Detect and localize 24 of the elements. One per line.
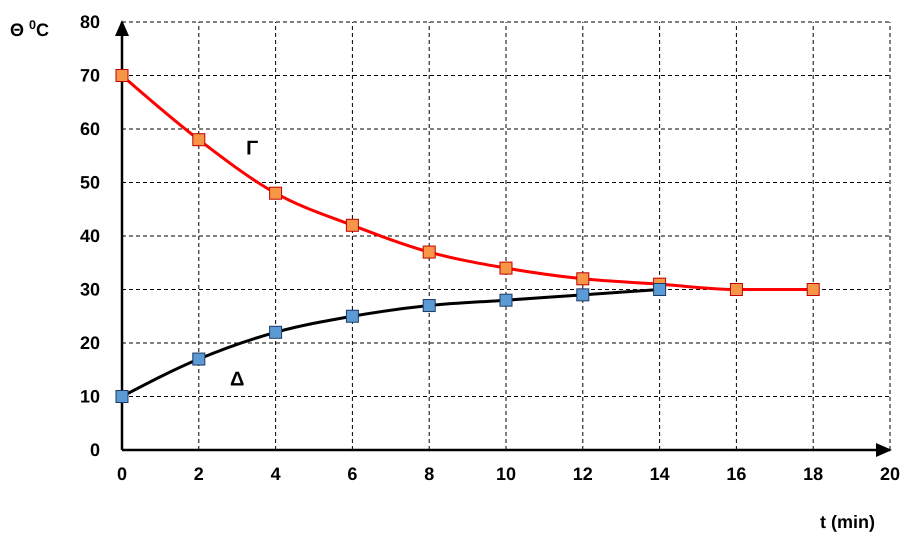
x-tick-label: 14 (650, 464, 670, 484)
y-tick-label: 80 (80, 12, 100, 32)
series-label: Γ (246, 137, 258, 160)
y-tick-label: 30 (80, 280, 100, 300)
y-axis-title: Θ $^{0}$C (10, 18, 50, 40)
x-tick-label: 0 (116, 464, 128, 484)
x-tick-label: 10 (496, 464, 516, 484)
x-axis-title: t (min) (820, 512, 876, 532)
x-tick-label: 16 (726, 464, 746, 484)
x-tick-label: 6 (347, 464, 358, 484)
x-tick-label: 18 (803, 464, 824, 484)
x-tick-label: 8 (424, 464, 434, 484)
series-label: Δ (230, 368, 244, 391)
x-tick-label: 4 (270, 464, 281, 484)
y-tick-label: 0 (90, 440, 100, 460)
y-tick-label: 10 (80, 386, 100, 406)
x-tick-label: 20 (880, 464, 900, 484)
y-tick-label: 60 (80, 119, 100, 139)
x-tick-label: 12 (572, 464, 593, 484)
y-tick-label: 70 (80, 66, 100, 86)
x-tick-label: 2 (194, 464, 204, 484)
y-tick-label: 50 (80, 172, 100, 192)
y-tick-label: 20 (80, 333, 100, 353)
y-tick-label: 40 (80, 226, 100, 246)
